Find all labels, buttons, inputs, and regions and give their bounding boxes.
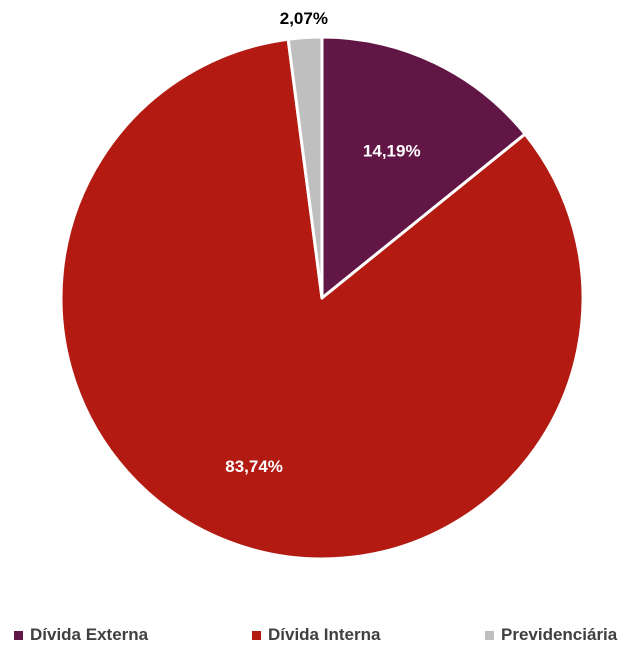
legend-label-divida-interna: Dívida Interna: [268, 625, 381, 644]
legend-item-divida-externa: Dívida Externa: [14, 625, 148, 645]
legend-swatch-previdenciaria: [485, 630, 494, 640]
pie-slice-previdenciaria: [286, 35, 324, 300]
legend-item-divida-interna: Dívida Interna: [252, 625, 380, 645]
legend-swatch-divida-externa: [14, 630, 23, 640]
legend-item-previdenciaria: Previdenciária: [485, 625, 617, 645]
data-label-divida-interna: 83,74%: [225, 457, 283, 476]
legend-swatch-divida-interna: [252, 630, 261, 640]
pie-slice-divida-externa: [320, 35, 527, 300]
pie-chart: 14,19% 83,74% 2,07%: [59, 9, 585, 561]
legend-label-divida-externa: Dívida Externa: [30, 625, 149, 644]
chart-legend: Dívida Externa Dívida Interna Previdenci…: [0, 625, 643, 647]
data-label-previdenciaria: 2,07%: [280, 9, 328, 28]
legend-label-previdenciaria: Previdenciária: [501, 625, 618, 644]
data-label-divida-externa: 14,19%: [363, 141, 421, 160]
